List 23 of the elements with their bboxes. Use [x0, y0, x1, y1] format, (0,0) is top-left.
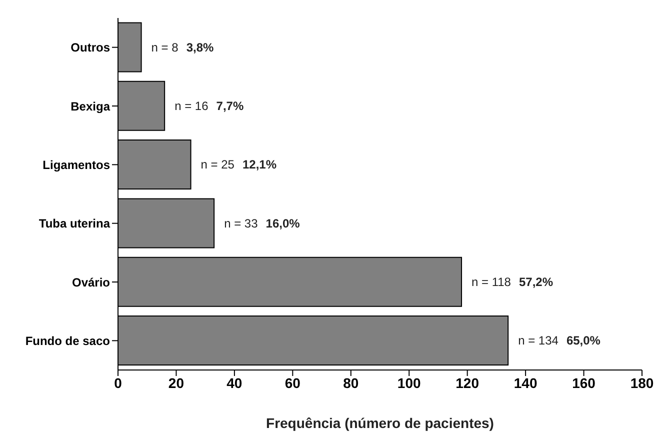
x-tick-label: 80 — [343, 374, 359, 391]
x-tick-label: 100 — [397, 374, 422, 391]
x-tick-label: 180 — [630, 374, 654, 391]
data-label: n = 8 3,8% — [151, 40, 214, 54]
y-tick-label: Outros — [70, 40, 110, 55]
x-tick-label: 40 — [226, 374, 242, 391]
data-label: n = 25 12,1% — [200, 158, 277, 172]
y-tick-label: Tuba uterina — [38, 216, 110, 231]
y-tick-label: Ovário — [72, 275, 110, 290]
x-tick-label: 160 — [572, 374, 596, 391]
x-axis-title: Frequência (número de pacientes) — [266, 415, 494, 431]
y-tick-label: Bexiga — [70, 99, 110, 114]
data-label: n = 33 16,0% — [224, 216, 300, 230]
x-tick-label: 20 — [168, 374, 184, 391]
data-label: n = 134 65,0% — [518, 334, 601, 348]
x-tick-label: 120 — [456, 374, 480, 391]
x-tick-label: 140 — [514, 374, 538, 391]
x-tick-label: 0 — [114, 374, 122, 391]
y-tick-label: Fundo de saco — [25, 334, 110, 348]
data-label: n = 118 57,2% — [472, 275, 554, 290]
x-tick-label: 60 — [284, 374, 301, 391]
y-tick-label: Ligamentos — [42, 158, 110, 172]
data-label: n = 16 7,7% — [174, 99, 244, 114]
